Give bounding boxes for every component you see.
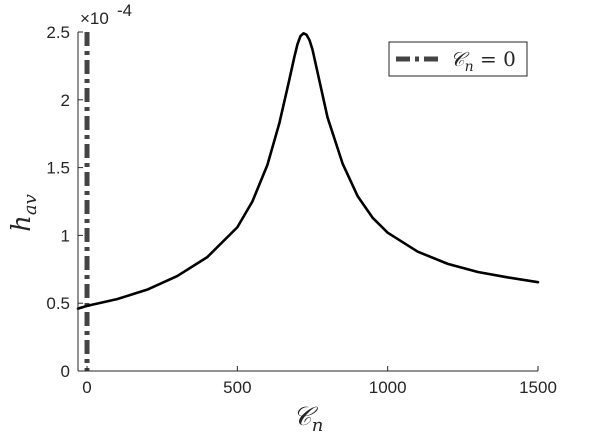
axes: 0 500 1000 1500 0 0.5 1 1.5 2 2.5 [46,23,557,397]
legend-label-sub: n [465,59,474,75]
plot-area [76,32,540,371]
y-exponent-power: -4 [117,1,132,20]
y-exponent-base: ×10 [80,9,109,28]
y-exponent-label: ×10 -4 [80,1,132,28]
x-tick-label: 1000 [369,378,407,397]
x-tick-label: 500 [223,378,251,397]
y-tick-label: 1 [61,226,70,245]
y-tick-label: 2 [61,91,70,110]
legend: 𝒞n = 0 [388,41,528,77]
svg-text:hav: hav [7,194,41,232]
series-line-0 [76,32,540,310]
y-tick-label: 0.5 [46,294,70,313]
svg-text:𝒞n: 𝒞n [293,402,324,436]
y-tick-label: 2.5 [46,23,70,42]
y-axis-title-main: h [7,215,37,232]
y-axis-title-sub: av [20,194,41,215]
x-axis-title: 𝒞n [293,402,324,436]
legend-label-rhs: = 0 [474,47,516,71]
x-tick-label: 1500 [519,378,557,397]
legend-entry-label: 𝒞n = 0 [450,47,516,75]
y-tick-label: 0 [61,362,70,381]
legend-box [388,41,528,77]
x-tick-label: 0 [82,378,91,397]
y-axis-title: hav [7,194,41,232]
x-axis-title-sub: n [312,415,324,436]
y-tick-label: 1.5 [46,159,70,178]
